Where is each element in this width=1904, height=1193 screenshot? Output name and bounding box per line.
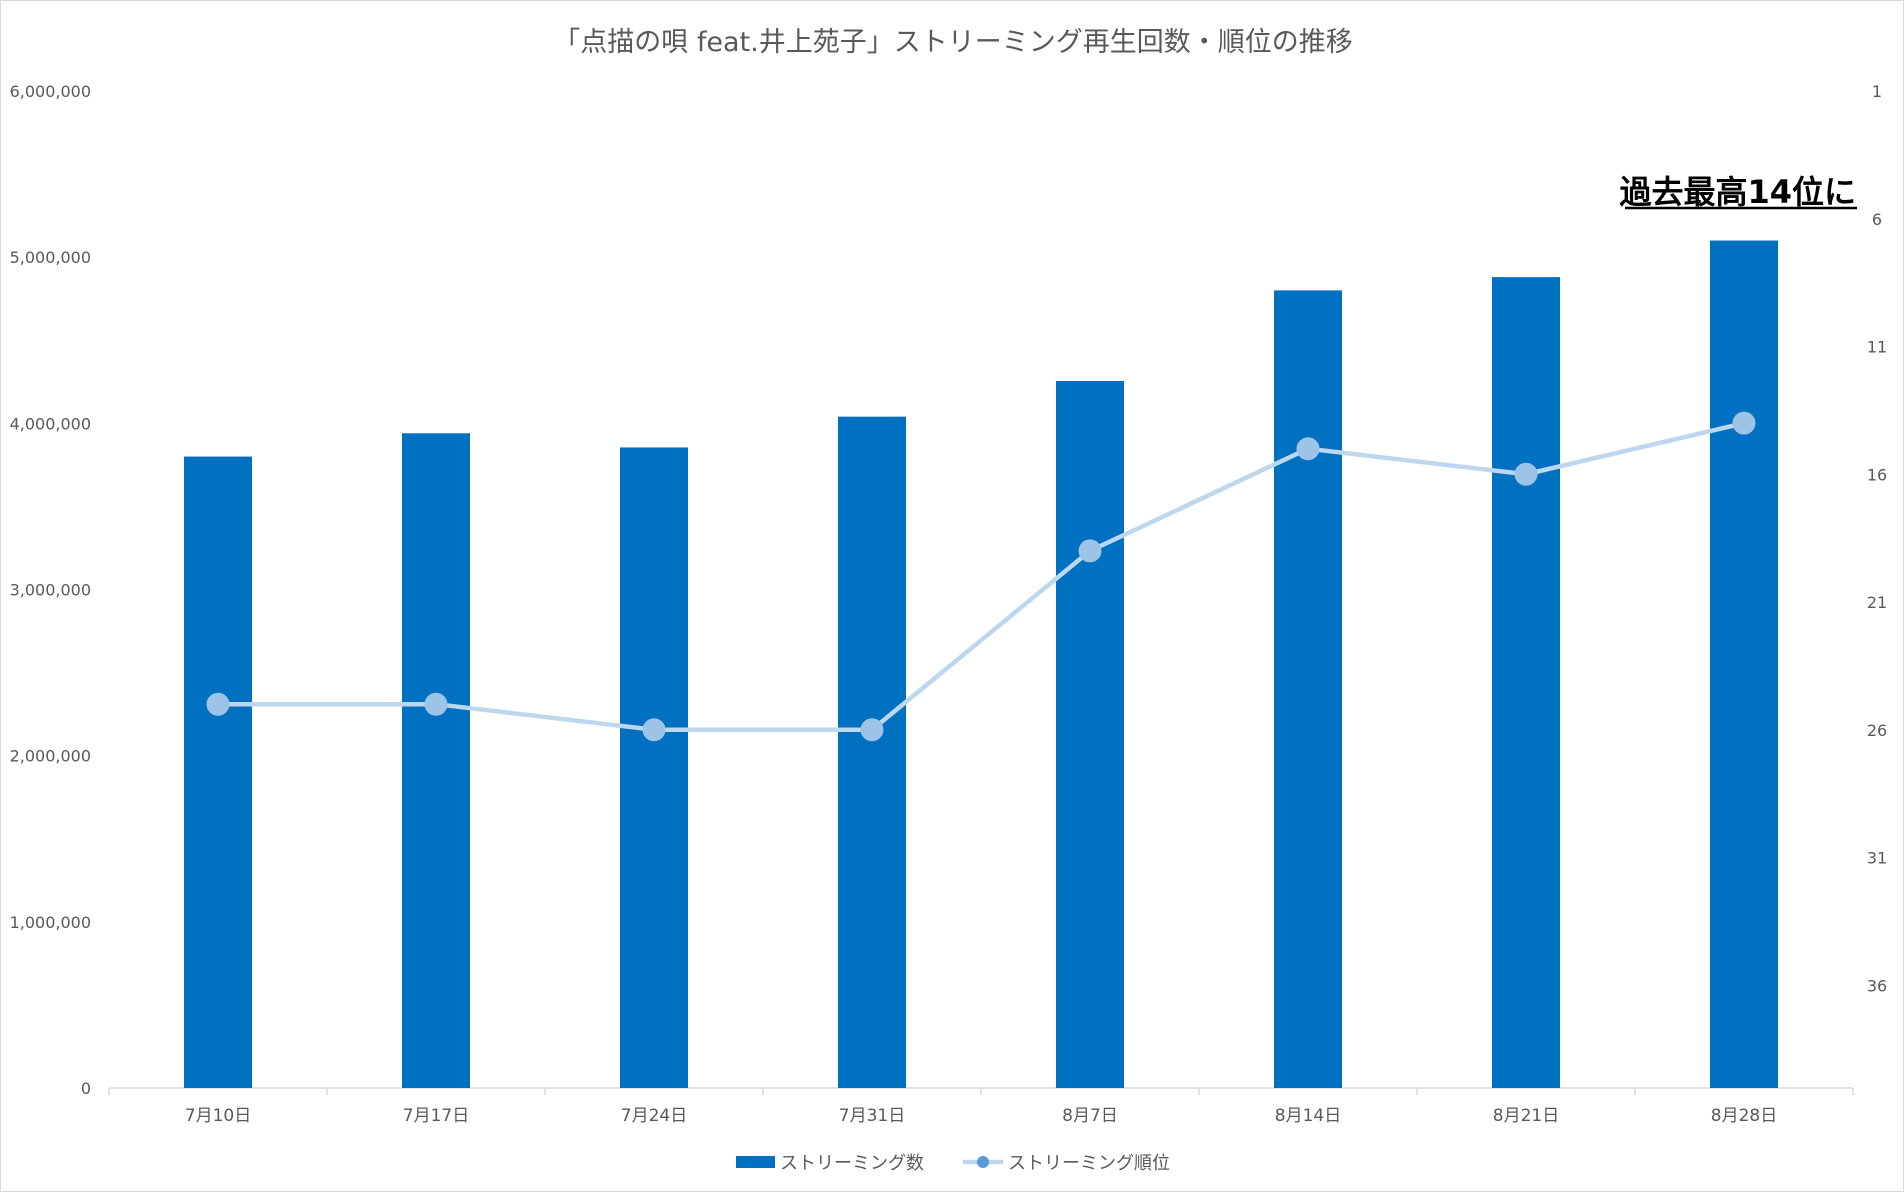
bar <box>1492 277 1560 1088</box>
right-tick-label: 31 <box>1867 849 1887 868</box>
x-tick-label: 8月7日 <box>1062 1106 1118 1126</box>
x-tick-label: 8月21日 <box>1493 1106 1559 1126</box>
left-tick-label: 0 <box>81 1079 91 1098</box>
right-tick-label: 1 <box>1872 82 1882 101</box>
x-tick-label: 7月17日 <box>403 1106 469 1126</box>
rank-point <box>860 718 884 742</box>
bar <box>1710 240 1778 1089</box>
x-tick-label: 7月10日 <box>185 1106 251 1126</box>
x-tick-label: 8月28日 <box>1711 1106 1777 1126</box>
legend-label-line: ストリーミング順位 <box>1008 1153 1170 1174</box>
rank-point <box>642 718 666 742</box>
bar <box>402 433 470 1088</box>
left-tick-label: 5,000,000 <box>10 248 91 267</box>
bar <box>838 416 906 1089</box>
right-tick-label: 26 <box>1867 721 1887 740</box>
x-tick-label: 8月14日 <box>1275 1106 1341 1126</box>
line-series <box>206 411 1756 742</box>
rank-point <box>1732 411 1756 435</box>
bar <box>1274 290 1342 1088</box>
bar <box>620 447 688 1088</box>
left-tick-label: 6,000,000 <box>10 82 91 101</box>
left-tick-label: 3,000,000 <box>10 581 91 600</box>
right-tick-label: 11 <box>1867 338 1887 357</box>
x-tick-label: 7月31日 <box>839 1106 905 1126</box>
bar <box>1056 380 1124 1089</box>
rank-point <box>1296 437 1320 461</box>
legend-swatch-bars <box>736 1156 775 1168</box>
bar <box>184 456 252 1089</box>
legend-label-bars: ストリーミング数 <box>780 1153 924 1174</box>
right-tick-label: 16 <box>1867 465 1887 484</box>
rank-point <box>206 692 230 716</box>
right-tick-label: 6 <box>1872 210 1882 229</box>
right-tick-label: 21 <box>1867 593 1887 612</box>
legend: ストリーミング数 ストリーミング順位 <box>736 1153 1170 1174</box>
x-tick-label: 7月24日 <box>621 1106 687 1126</box>
x-axis: 7月10日 7月17日 7月24日 7月31日 8月7日 8月14日 8月21日 8月28日 <box>108 1087 1854 1126</box>
left-axis: 0 1,000,000 2,000,000 3,000,000 4,000,000 5,0… <box>10 82 91 1098</box>
bar-series <box>184 240 1778 1089</box>
annotation-label: 過去最高14位に <box>1619 173 1856 211</box>
left-tick-label: 4,000,000 <box>10 414 91 433</box>
legend-swatch-marker <box>977 1156 989 1168</box>
rank-line <box>218 420 1745 732</box>
rank-point <box>424 692 448 716</box>
rank-point <box>1078 539 1102 563</box>
left-tick-label: 2,000,000 <box>10 747 91 766</box>
left-tick-label: 1,000,000 <box>10 913 91 932</box>
chart-title: 「点描の唄 feat.井上苑子」ストリーミング再生回数・順位の推移 <box>553 27 1352 58</box>
rank-point <box>1514 462 1538 486</box>
right-tick-label: 36 <box>1867 976 1887 995</box>
